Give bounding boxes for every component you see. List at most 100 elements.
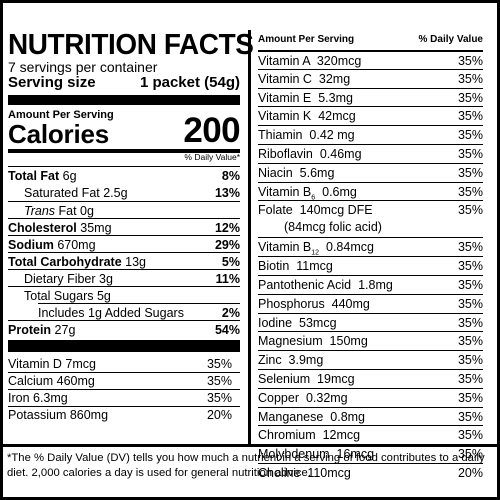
- vitamin-row: Manganese 0.8mg 35%: [258, 406, 483, 427]
- vitamin-name: Vitamin K 42mcg: [258, 109, 356, 124]
- vitamin-row: Vitamin E 5.3mg 35%: [258, 87, 483, 108]
- vitamin-row: Vitamin B12 0.84mcg 35%: [258, 237, 483, 257]
- nutrient-row-total-fat: Total Fat 6g 8%: [8, 166, 240, 186]
- nutrient-dv: 8%: [221, 169, 240, 183]
- nutrient-row-total-sugars: Total Sugars 5g: [8, 286, 240, 306]
- nutrient-row-protein: Protein 27g 54%: [8, 320, 240, 340]
- serving-size-value: 1 packet (54g): [139, 74, 240, 91]
- amount-header: Amount Per Serving: [258, 34, 355, 45]
- nutrient-name: Total Sugars: [24, 289, 94, 303]
- vitamin-row: Iodine 53mcg 35%: [258, 312, 483, 333]
- vitamin-subscript: 6: [311, 194, 316, 202]
- vitamin-row: Zinc 3.9mg 35%: [258, 350, 483, 370]
- vitamin-name: Copper 0.32mg: [258, 390, 348, 405]
- vitamin-dv: 35%: [457, 296, 483, 311]
- calories-label: Calories: [8, 119, 110, 149]
- vitamin-row: Selenium 19mcg 35%: [258, 369, 483, 389]
- footnote-divider: [0, 444, 500, 447]
- nutrient-amount: 27g: [54, 323, 76, 337]
- vitamin-name: Calcium 460mg: [8, 374, 95, 388]
- vitamin-dv: 35%: [206, 357, 232, 371]
- nutrient-dv: 29%: [214, 238, 240, 252]
- vitamin-row: Chromium 12mcg 35%: [258, 425, 483, 445]
- nutrient-amount: 35mg: [80, 221, 112, 235]
- vitamin-row: Riboflavin 0.46mg 35%: [258, 144, 483, 164]
- vitamin-row: Vitamin B6 0.6mg 35%: [258, 181, 483, 202]
- nutrient-name: Total Carbohydrate: [8, 255, 122, 269]
- vitamin-name: Molybdenum 16mcg: [258, 447, 375, 462]
- thick-divider: [8, 95, 240, 105]
- vitamin-dv: 35%: [457, 90, 483, 105]
- nutrient-dv: 54%: [214, 323, 240, 337]
- serving-size-label: Serving size: [8, 74, 96, 91]
- dv-header: % Daily Value: [418, 34, 483, 45]
- vitamin-name: Vitamin A 320mcg: [258, 54, 362, 68]
- nutrient-row-saturated-fat: Saturated Fat 2.5g 13%: [8, 184, 240, 203]
- vitamin-name: Magnesium 150mg: [258, 334, 368, 349]
- daily-value-header: % Daily Value*: [184, 152, 240, 162]
- vitamin-dv: 35%: [457, 54, 483, 68]
- vitamin-name: Iodine 53mcg: [258, 315, 337, 330]
- nutrient-dv: 12%: [214, 221, 240, 235]
- vitamin-row: Thiamin 0.42 mg 35%: [258, 125, 483, 145]
- vitamin-name-base: Vitamin B: [258, 240, 312, 255]
- vitamin-dv: 35%: [457, 128, 483, 143]
- vitamin-note: (84mcg folic acid): [284, 220, 382, 235]
- nutrient-dv: 2%: [221, 306, 240, 320]
- vitamin-row-potassium: Potassium 860mg 20%: [8, 406, 240, 423]
- vitamin-dv: 35%: [457, 165, 483, 180]
- vitamin-row: Copper 0.32mg 35%: [258, 387, 483, 408]
- vitamin-row-calcium: Calcium 460mg 35%: [8, 372, 240, 389]
- vitamin-amount: 0.84mcg: [319, 240, 374, 255]
- vitamin-name: Vitamin C 32mg: [258, 71, 351, 86]
- nutrient-name: Sodium: [8, 238, 54, 252]
- nutrient-name: Dietary Fiber: [24, 272, 96, 286]
- servings-per-container: 7 servings per container: [8, 59, 158, 75]
- vitamin-name: Riboflavin 0.46mg: [258, 147, 362, 161]
- vitamin-name: Choline 110mcg: [258, 466, 351, 480]
- vitamin-dv: 35%: [457, 71, 483, 86]
- vitamin-row: Choline 110mcg 20%: [258, 463, 483, 483]
- amount-per-serving: Amount Per Serving: [8, 109, 114, 121]
- vitamin-name: Pantothenic Acid 1.8mg: [258, 278, 393, 292]
- vitamin-name: Vitamin B12 0.84mcg: [258, 238, 374, 263]
- vitamin-name: Phosphorus 440mg: [258, 296, 370, 311]
- nutrient-amount: 5g: [96, 289, 111, 303]
- vitamin-row: Vitamin K 42mcg 35%: [258, 106, 483, 126]
- nutrient-row-cholesterol: Cholesterol 35mg 12%: [8, 218, 240, 238]
- vitamin-amount: 0.6mg: [315, 184, 357, 199]
- vitamin-row: Vitamin A 320mcg 35%: [258, 50, 483, 71]
- vitamin-dv: 35%: [457, 447, 483, 462]
- vitamin-dv: 35%: [457, 259, 483, 274]
- vitamin-dv: 35%: [457, 334, 483, 349]
- vitamin-dv: 35%: [457, 184, 483, 199]
- vitamin-subscript: 12: [311, 249, 320, 257]
- column-divider: [248, 30, 251, 445]
- vitamin-dv: 35%: [457, 372, 483, 386]
- vitamin-name: Folate 140mcg DFE: [258, 203, 373, 218]
- nutrient-amount: 3g: [99, 272, 113, 286]
- vitamin-name: Manganese 0.8mg: [258, 409, 366, 424]
- vitamin-name: Selenium 19mcg: [258, 372, 355, 386]
- vitamin-dv: 35%: [457, 240, 483, 255]
- vitamin-dv: 35%: [457, 147, 483, 161]
- vitamin-row-d: Vitamin D 7mcg 35%: [8, 356, 240, 372]
- vitamin-row: Folate 140mcg DFE (84mcg folic acid) 35%: [258, 200, 483, 237]
- calories-value: 200: [183, 111, 240, 150]
- vitamin-dv: 35%: [457, 353, 483, 368]
- vitamin-dv: 35%: [457, 109, 483, 124]
- nutrient-amount: 13g: [125, 255, 147, 269]
- nutrient-row-trans-fat: Trans Fat 0g: [8, 201, 240, 221]
- nutrient-name: Cholesterol: [8, 221, 77, 235]
- serving-size-row: Serving size 1 packet (54g): [8, 75, 240, 91]
- medium-divider: [8, 149, 240, 153]
- vitamin-name: Chromium 12mcg: [258, 428, 361, 443]
- vitamin-row: Biotin 11mcg 35%: [258, 256, 483, 276]
- nutrient-amount: 6g: [62, 169, 77, 183]
- nutrient-row-dietary-fiber: Dietary Fiber 3g 11%: [8, 269, 240, 289]
- vitamin-dv: 35%: [457, 409, 483, 424]
- vitamin-dv: 35%: [206, 374, 232, 388]
- nutrient-amount: 2.5g: [103, 186, 128, 200]
- vitamin-dv: 35%: [457, 278, 483, 292]
- nutrient-amount: 670mg: [57, 238, 96, 252]
